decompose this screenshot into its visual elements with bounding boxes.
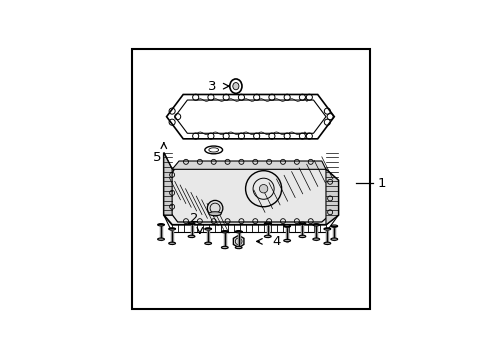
Ellipse shape (331, 225, 338, 227)
Text: 2: 2 (190, 212, 198, 225)
Ellipse shape (299, 235, 306, 238)
Polygon shape (326, 169, 339, 225)
Ellipse shape (205, 228, 212, 230)
Ellipse shape (209, 212, 221, 216)
Ellipse shape (313, 238, 319, 240)
Ellipse shape (265, 235, 271, 238)
Ellipse shape (158, 238, 165, 240)
Ellipse shape (188, 235, 195, 238)
Ellipse shape (169, 242, 175, 244)
Ellipse shape (230, 79, 242, 93)
Text: 3: 3 (208, 80, 217, 93)
Ellipse shape (221, 246, 228, 249)
Ellipse shape (233, 82, 239, 90)
Circle shape (207, 201, 223, 216)
Text: 4: 4 (272, 235, 280, 248)
Ellipse shape (313, 224, 319, 226)
Ellipse shape (188, 222, 195, 225)
Ellipse shape (284, 239, 291, 242)
Ellipse shape (158, 224, 165, 226)
Ellipse shape (265, 222, 271, 225)
Ellipse shape (324, 242, 331, 244)
Text: 5: 5 (152, 151, 161, 164)
Ellipse shape (235, 246, 242, 249)
Polygon shape (164, 153, 339, 225)
Polygon shape (167, 94, 334, 139)
Ellipse shape (324, 228, 331, 230)
Ellipse shape (205, 242, 212, 244)
Ellipse shape (284, 225, 291, 227)
Ellipse shape (299, 222, 306, 225)
Ellipse shape (205, 146, 222, 154)
Polygon shape (164, 153, 172, 215)
Polygon shape (170, 164, 333, 222)
Ellipse shape (235, 230, 242, 233)
Ellipse shape (331, 238, 338, 240)
Polygon shape (172, 161, 326, 169)
Text: 1: 1 (377, 177, 386, 190)
Ellipse shape (221, 230, 228, 233)
Polygon shape (233, 235, 244, 247)
Ellipse shape (169, 228, 175, 230)
Circle shape (259, 185, 268, 193)
Bar (132, 49, 370, 309)
